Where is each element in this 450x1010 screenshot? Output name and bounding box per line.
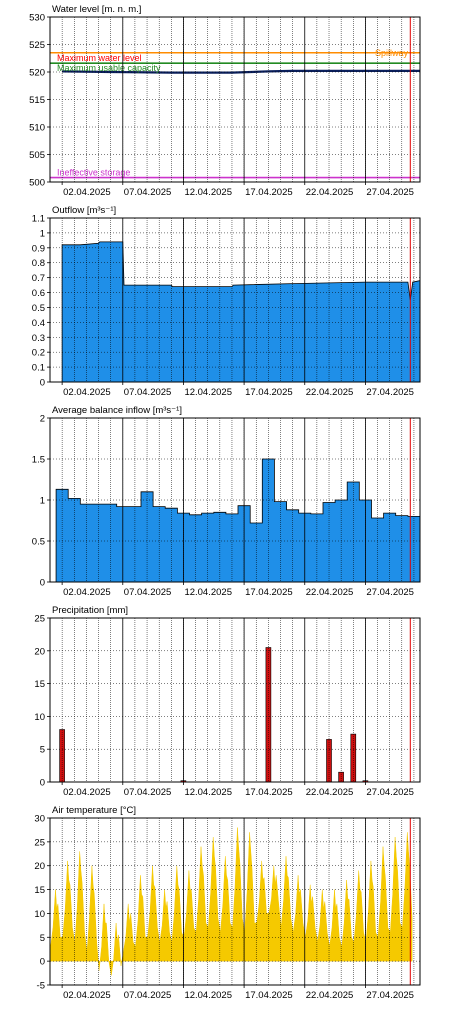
y-tick-label: 530 <box>29 13 45 24</box>
y-tick-label: 1 <box>40 228 45 239</box>
x-tick-label: 12.04.2025 <box>184 387 232 398</box>
x-tick-label: 17.04.2025 <box>245 387 293 398</box>
y-tick-label: 20 <box>34 646 45 657</box>
x-tick-label: 02.04.2025 <box>63 387 111 398</box>
level-label-3: Ineffective storage <box>57 168 130 178</box>
y-tick-label: 0.6 <box>32 288 45 299</box>
x-tick-label: 07.04.2025 <box>124 990 172 1001</box>
water_level-frame <box>49 16 421 183</box>
x-tick-label: 27.04.2025 <box>366 787 414 798</box>
x-tick-label: 22.04.2025 <box>306 387 354 398</box>
x-tick-label: 07.04.2025 <box>124 787 172 798</box>
x-tick-label: 12.04.2025 <box>184 187 232 198</box>
level-label-2: Maximum usable capacity <box>57 63 161 73</box>
x-tick-label: 07.04.2025 <box>124 387 172 398</box>
water_level-chart: Water level [m. n. m.] Maximum water leve… <box>29 4 421 198</box>
x-tick-label: 12.04.2025 <box>184 990 232 1001</box>
x-tick-label: 27.04.2025 <box>366 387 414 398</box>
y-tick-label: 10 <box>34 909 45 920</box>
x-tick-label: 07.04.2025 <box>124 187 172 198</box>
y-tick-label: 0.4 <box>32 318 45 329</box>
precipitation-plot-area <box>50 618 420 782</box>
y-tick-label: 0.7 <box>32 273 45 284</box>
y-tick-label: 2 <box>40 414 45 425</box>
y-tick-label: 510 <box>29 123 45 134</box>
y-tick-label: 0 <box>40 578 45 589</box>
y-tick-label: 5 <box>40 745 45 756</box>
precipitation-title: Precipitation [mm] <box>52 605 128 616</box>
x-tick-label: 17.04.2025 <box>245 587 293 598</box>
y-tick-label: 0.1 <box>32 363 45 374</box>
y-tick-label: 0.3 <box>32 333 45 344</box>
y-tick-label: 520 <box>29 68 45 79</box>
y-tick-label: 1 <box>40 496 45 507</box>
x-tick-label: 22.04.2025 <box>306 787 354 798</box>
y-tick-label: 15 <box>34 885 45 896</box>
precipitation-frame <box>49 617 421 783</box>
y-tick-label: 0 <box>40 778 45 789</box>
x-tick-label: 12.04.2025 <box>184 587 232 598</box>
x-tick-label: 22.04.2025 <box>306 187 354 198</box>
x-tick-label: 22.04.2025 <box>306 587 354 598</box>
y-tick-label: 0 <box>40 378 45 389</box>
y-tick-label: -5 <box>37 981 45 992</box>
inflow-chart: Average balance inflow [m³s⁻¹] 0 0.5 1 1.5 2 0… <box>32 405 421 598</box>
x-tick-label: 12.04.2025 <box>184 787 232 798</box>
y-tick-label: 10 <box>34 712 45 723</box>
x-tick-label: 17.04.2025 <box>245 990 293 1001</box>
y-tick-label: 1.5 <box>32 455 45 466</box>
air_temperature-title: Air temperature [°C] <box>52 805 136 816</box>
y-tick-label: 25 <box>34 614 45 625</box>
y-tick-label: 505 <box>29 150 45 161</box>
inflow-title: Average balance inflow [m³s⁻¹] <box>52 405 182 416</box>
y-tick-label: 500 <box>29 178 45 189</box>
level-label-1: Spillway <box>375 48 409 58</box>
air_temperature-chart: Air temperature [°C] -5 0 5 10 15 20 25 30 02.04.… <box>34 805 421 1001</box>
precipitation-chart: Precipitation [mm] 0 5 10 15 20 25 02.04.2025 07… <box>34 605 421 798</box>
outflow-area <box>61 241 421 383</box>
y-tick-label: 0.2 <box>32 348 45 359</box>
air_temperature-frame <box>49 817 421 986</box>
inflow-frame <box>49 417 421 583</box>
x-tick-label: 22.04.2025 <box>306 990 354 1001</box>
x-tick-label: 02.04.2025 <box>63 187 111 198</box>
y-tick-label: 0.9 <box>32 243 45 254</box>
y-tick-label: 0 <box>40 957 45 968</box>
y-tick-label: 525 <box>29 40 45 51</box>
x-tick-label: 27.04.2025 <box>366 587 414 598</box>
y-tick-label: 30 <box>34 814 45 825</box>
y-tick-label: 0.5 <box>32 303 45 314</box>
x-tick-label: 02.04.2025 <box>63 787 111 798</box>
x-tick-label: 17.04.2025 <box>245 187 293 198</box>
water-level-series <box>62 69 420 74</box>
y-tick-label: 0.8 <box>32 258 45 269</box>
x-tick-label: 27.04.2025 <box>366 187 414 198</box>
x-tick-label: 27.04.2025 <box>366 990 414 1001</box>
y-tick-label: 515 <box>29 95 45 106</box>
y-tick-label: 5 <box>40 933 45 944</box>
x-tick-label: 07.04.2025 <box>124 587 172 598</box>
x-tick-label: 02.04.2025 <box>63 587 111 598</box>
inflow-area <box>55 458 421 583</box>
y-tick-label: 20 <box>34 861 45 872</box>
level-label-0: Maximum water level <box>57 53 142 63</box>
x-tick-label: 17.04.2025 <box>245 787 293 798</box>
outflow-frame <box>49 217 421 383</box>
x-tick-label: 02.04.2025 <box>63 990 111 1001</box>
outflow-chart: Outflow [m³s⁻¹] 0 0.1 0.2 0.3 0.4 0.5 0.6 0.7 0.8… <box>32 205 421 398</box>
y-tick-label: 0.5 <box>32 537 45 548</box>
water_level-title: Water level [m. n. m.] <box>52 4 141 15</box>
y-tick-label: 25 <box>34 837 45 848</box>
outflow-title: Outflow [m³s⁻¹] <box>52 205 116 216</box>
y-tick-label: 15 <box>34 679 45 690</box>
water_level-plot-area <box>50 17 420 182</box>
y-tick-label: 1.1 <box>32 214 45 225</box>
temperature-area <box>50 827 413 976</box>
